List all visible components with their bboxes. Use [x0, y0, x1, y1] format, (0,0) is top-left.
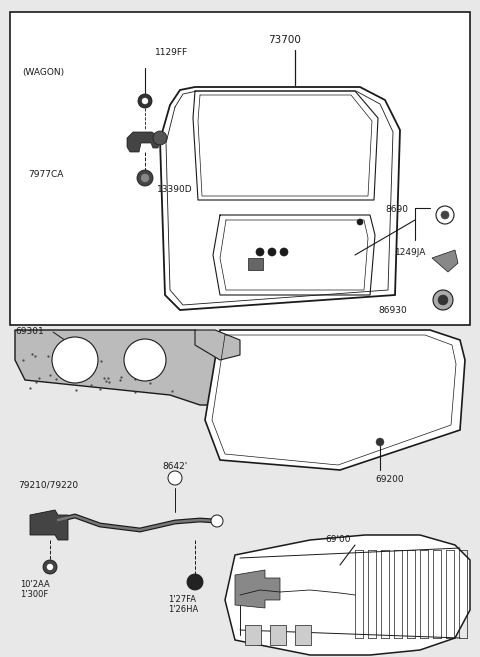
Text: 1'27FA: 1'27FA: [168, 595, 196, 604]
FancyBboxPatch shape: [245, 625, 261, 645]
Text: 73700: 73700: [269, 35, 301, 45]
FancyBboxPatch shape: [295, 625, 311, 645]
Circle shape: [441, 211, 449, 219]
Circle shape: [43, 560, 57, 574]
Text: 1129FF: 1129FF: [155, 48, 188, 57]
Polygon shape: [205, 330, 465, 470]
FancyBboxPatch shape: [270, 625, 286, 645]
Circle shape: [376, 438, 384, 446]
Polygon shape: [195, 330, 240, 360]
Text: 69'00: 69'00: [325, 535, 350, 544]
Text: 8642': 8642': [162, 462, 188, 471]
FancyBboxPatch shape: [10, 12, 470, 325]
Polygon shape: [15, 330, 240, 405]
Circle shape: [280, 248, 288, 256]
Text: 1'26HA: 1'26HA: [168, 605, 198, 614]
Text: 1'300F: 1'300F: [20, 590, 48, 599]
Circle shape: [141, 174, 149, 182]
Polygon shape: [127, 132, 160, 152]
Circle shape: [187, 574, 203, 590]
Polygon shape: [225, 535, 470, 655]
Text: 69200: 69200: [375, 475, 404, 484]
Circle shape: [256, 248, 264, 256]
Polygon shape: [432, 250, 458, 272]
Text: 1249JA: 1249JA: [395, 248, 426, 257]
Circle shape: [211, 515, 223, 527]
Circle shape: [436, 206, 454, 224]
Polygon shape: [248, 258, 263, 270]
Circle shape: [52, 337, 98, 383]
Circle shape: [268, 248, 276, 256]
Polygon shape: [160, 87, 400, 310]
Circle shape: [137, 170, 153, 186]
Text: 10'2AA: 10'2AA: [20, 580, 50, 589]
Text: 13390D: 13390D: [157, 185, 192, 194]
Circle shape: [142, 98, 148, 104]
Circle shape: [168, 471, 182, 485]
Circle shape: [433, 290, 453, 310]
Polygon shape: [30, 510, 68, 540]
Circle shape: [124, 339, 166, 381]
Text: 69301: 69301: [15, 327, 44, 336]
Text: 79210/79220: 79210/79220: [18, 480, 78, 489]
Text: 8690: 8690: [385, 205, 408, 214]
Text: 7977CA: 7977CA: [28, 170, 63, 179]
Circle shape: [438, 295, 448, 305]
Polygon shape: [235, 570, 280, 608]
Text: (WAGON): (WAGON): [22, 68, 64, 77]
Circle shape: [47, 564, 53, 570]
Circle shape: [153, 131, 167, 145]
Circle shape: [138, 94, 152, 108]
Circle shape: [357, 219, 363, 225]
Text: 86930: 86930: [378, 306, 407, 315]
